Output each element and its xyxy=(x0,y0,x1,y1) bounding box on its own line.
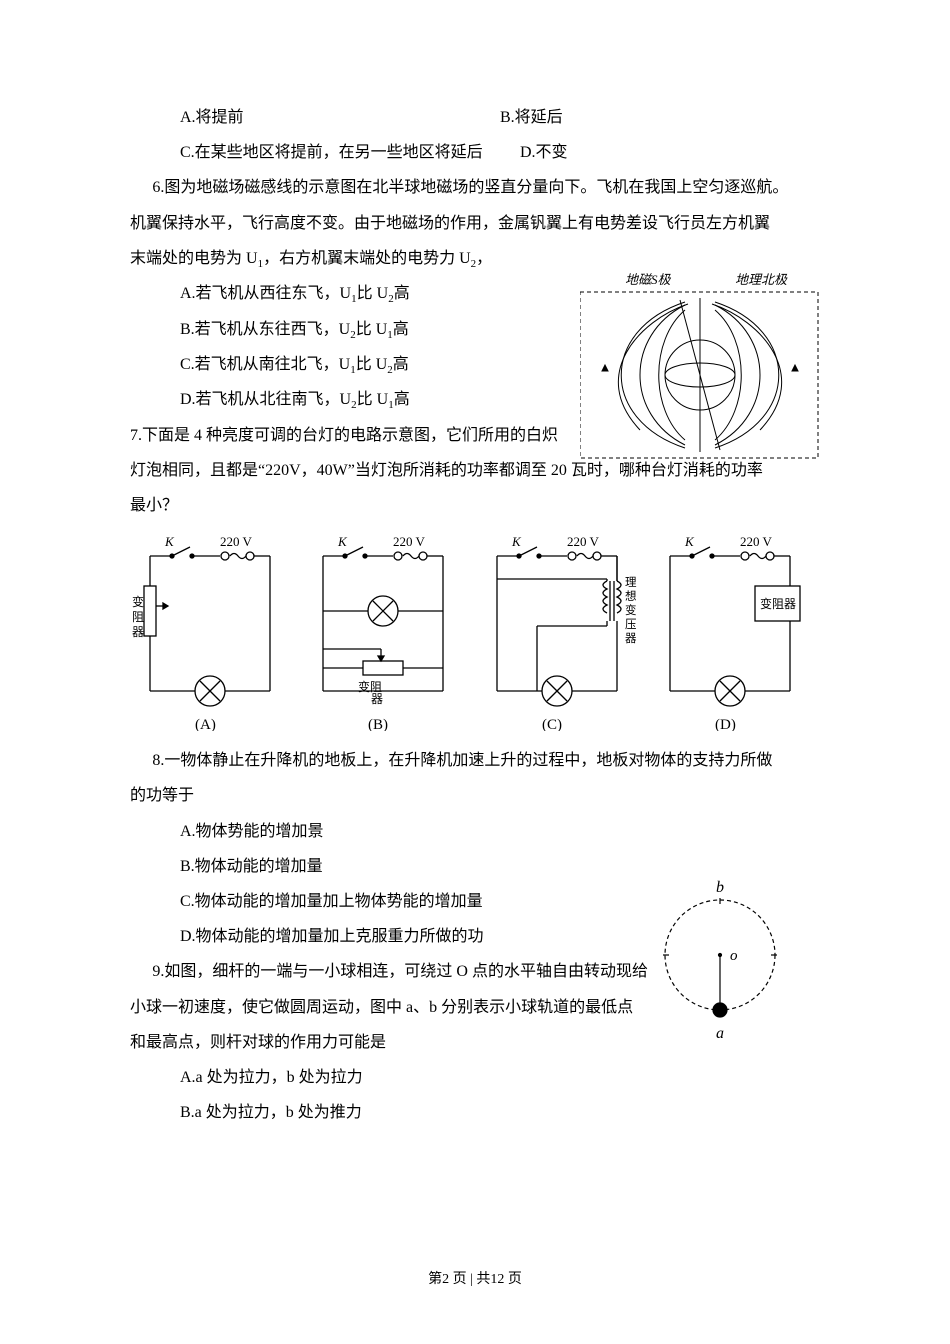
svg-text:压: 压 xyxy=(625,618,637,631)
svg-text:变: 变 xyxy=(625,603,637,617)
q6-stem-3c: ， xyxy=(476,250,492,267)
circle-motion-figure: b o a xyxy=(640,870,800,1050)
q5-options-row1: A.将提前 B.将延后 xyxy=(130,100,820,135)
svg-text:地理北极: 地理北极 xyxy=(735,272,788,287)
svg-text:b: b xyxy=(716,879,724,896)
q5-option-c: C.在某些地区将提前，在另一些地区将延后 xyxy=(180,135,520,170)
q5-options-row2: C.在某些地区将提前，在另一些地区将延后 D.不变 xyxy=(130,135,820,170)
q6-stem-3b: ，右方机翼末端处的电势力 U xyxy=(263,250,471,267)
q5-option-b: B.将延后 xyxy=(500,100,563,135)
q9-options: A.a 处为拉力，b 处为拉力 B.a 处为拉力，b 处为推力 xyxy=(130,1060,820,1130)
q6-a-3: 高 xyxy=(394,285,410,302)
q6-c-1: C.若飞机从南往北飞，U xyxy=(180,356,350,373)
svg-text:器: 器 xyxy=(371,692,383,706)
circuit-b: K 220 V xyxy=(303,531,463,731)
svg-text:o: o xyxy=(730,948,738,964)
q6-b-3: 高 xyxy=(393,321,409,338)
svg-text:想: 想 xyxy=(625,589,637,603)
q6-a-1: A.若飞机从西往东飞，U xyxy=(180,285,351,302)
q6-stem-line1: 6.图为地磁场磁感线的示意图在北半球地磁场的竖直分量向下。飞机在我国上空匀逐巡航… xyxy=(130,170,820,205)
svg-text:K: K xyxy=(337,534,348,549)
svg-text:K: K xyxy=(684,534,695,549)
circuit-a: K 220 V 变 阻 器 xyxy=(130,531,290,731)
svg-text:220 V: 220 V xyxy=(393,534,426,549)
page-footer: 第2 页 | 共12 页 xyxy=(0,1265,950,1296)
q6-stem-3a: 末端处的电势为 U xyxy=(130,250,258,267)
q6-c-3: 高 xyxy=(393,356,409,373)
q6-d-1: D.若飞机从北往南飞，U xyxy=(180,391,351,408)
svg-text:220 V: 220 V xyxy=(740,534,773,549)
q9-option-a: A.a 处为拉力，b 处为拉力 xyxy=(180,1060,820,1095)
q6-d-2: 比 U xyxy=(357,391,389,408)
q7-stem-line3: 最小？ xyxy=(130,488,820,523)
svg-text:地磁S极: 地磁S极 xyxy=(625,272,672,287)
q6-a-2: 比 U xyxy=(357,285,389,302)
svg-text:(D): (D) xyxy=(715,717,736,731)
circuit-d: K 220 V 变阻器 (D) xyxy=(650,531,810,731)
q6-b-1: B.若飞机从东往西飞，U xyxy=(180,321,350,338)
circuit-diagrams: K 220 V 变 阻 器 xyxy=(130,531,810,731)
svg-text:K: K xyxy=(164,534,175,549)
svg-text:K: K xyxy=(511,534,522,549)
svg-text:220 V: 220 V xyxy=(567,534,600,549)
circuit-c: K 220 V 理 想 变 压 xyxy=(477,531,637,731)
svg-text:器: 器 xyxy=(625,632,637,645)
q6-b-2: 比 U xyxy=(356,321,388,338)
q8-stem-line1: 8.一物体静止在升降机的地板上，在升降机加速上升的过程中，地板对物体的支持力所做 xyxy=(130,743,820,778)
q5-option-d: D.不变 xyxy=(520,135,568,170)
q5-option-a: A.将提前 xyxy=(180,100,500,135)
magnetic-field-figure: 地磁S极 地理北极 xyxy=(580,270,820,460)
svg-text:220 V: 220 V xyxy=(220,534,253,549)
q8-stem-line2: 的功等于 xyxy=(130,778,820,813)
svg-text:器: 器 xyxy=(132,625,144,639)
svg-text:变阻器: 变阻器 xyxy=(760,596,796,611)
svg-text:变: 变 xyxy=(132,594,144,609)
svg-text:阻: 阻 xyxy=(132,610,144,624)
q6-c-2: 比 U xyxy=(356,356,388,373)
q9-option-b: B.a 处为拉力，b 处为推力 xyxy=(180,1095,820,1130)
svg-text:(C): (C) xyxy=(542,717,562,731)
svg-text:理: 理 xyxy=(625,576,637,589)
svg-text:(B): (B) xyxy=(368,717,388,731)
q6-d-3: 高 xyxy=(394,391,410,408)
q8-option-a: A.物体势能的增加景 xyxy=(180,814,820,849)
svg-text:(A): (A) xyxy=(195,717,216,731)
q6-stem-line2: 机翼保持水平，飞行高度不变。由于地磁场的作用，金属钒翼上有电势差设飞行员左方机翼 xyxy=(130,206,820,241)
svg-text:a: a xyxy=(716,1025,724,1042)
